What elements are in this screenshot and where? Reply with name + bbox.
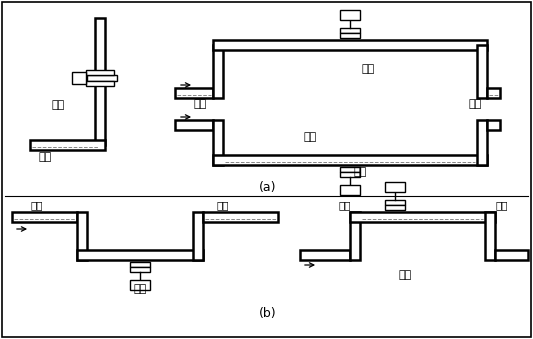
Bar: [487, 88, 500, 98]
Bar: [350, 212, 360, 260]
Bar: [385, 182, 405, 192]
Bar: [193, 212, 203, 260]
Text: 错误: 错误: [303, 132, 317, 142]
Text: 正确: 正确: [361, 64, 375, 74]
Bar: [12, 212, 77, 222]
Text: 液体: 液体: [469, 99, 482, 109]
Bar: [477, 45, 487, 98]
Bar: [213, 45, 223, 98]
Bar: [87, 75, 117, 81]
Text: 正确: 正确: [51, 100, 64, 110]
Bar: [340, 167, 360, 172]
Bar: [213, 120, 223, 165]
Bar: [385, 205, 405, 210]
Text: 气泡: 气泡: [339, 200, 351, 210]
Bar: [385, 200, 405, 205]
Bar: [213, 40, 487, 50]
Bar: [495, 250, 528, 260]
Bar: [77, 212, 87, 260]
Bar: [77, 250, 203, 260]
Bar: [485, 212, 495, 260]
Bar: [175, 120, 213, 130]
Bar: [95, 18, 105, 145]
Bar: [487, 120, 500, 130]
Bar: [86, 70, 114, 75]
Bar: [340, 185, 360, 195]
Bar: [340, 172, 360, 177]
Text: 气泡: 气泡: [496, 200, 508, 210]
Text: 正确: 正确: [133, 284, 147, 294]
Bar: [130, 262, 150, 267]
Text: 液体: 液体: [38, 152, 52, 162]
Text: 错误: 错误: [398, 270, 411, 280]
Text: 气泡: 气泡: [31, 200, 43, 210]
Bar: [130, 267, 150, 272]
Text: 液体: 液体: [193, 99, 207, 109]
Bar: [175, 88, 213, 98]
Bar: [340, 10, 360, 20]
Bar: [340, 28, 360, 33]
Text: (b): (b): [259, 306, 277, 319]
Bar: [87, 73, 95, 83]
Bar: [130, 280, 150, 290]
Text: 气泡: 气泡: [217, 200, 229, 210]
Text: 液体: 液体: [353, 167, 367, 177]
Bar: [477, 120, 487, 165]
Bar: [340, 33, 360, 38]
Text: (a): (a): [259, 181, 277, 195]
Bar: [86, 81, 114, 86]
Bar: [213, 155, 487, 165]
Bar: [30, 140, 105, 150]
Bar: [300, 250, 350, 260]
Bar: [203, 212, 278, 222]
Bar: [350, 212, 495, 222]
Bar: [72, 72, 86, 84]
